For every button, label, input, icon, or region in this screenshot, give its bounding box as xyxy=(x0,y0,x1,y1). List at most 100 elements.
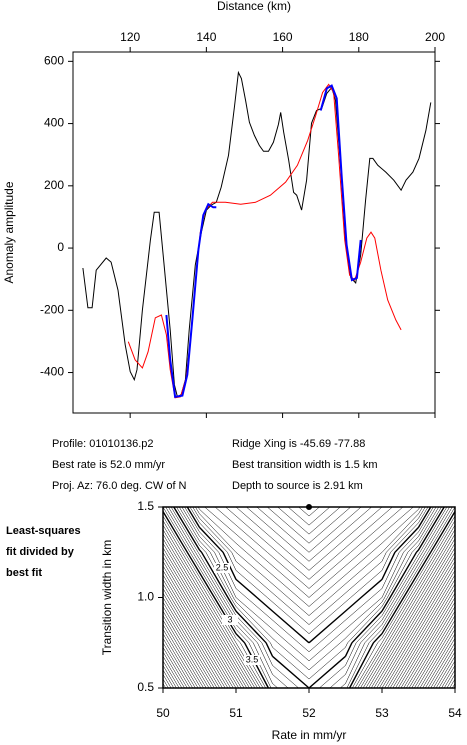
y-tick-label: 600 xyxy=(44,54,64,68)
contour-line xyxy=(162,633,456,689)
x-tick-label: 53 xyxy=(375,706,389,720)
contour-line xyxy=(162,592,456,689)
data-line xyxy=(82,70,432,398)
contour-line xyxy=(162,619,456,689)
contour-line xyxy=(162,506,456,689)
contour-line xyxy=(235,506,383,571)
contour-line xyxy=(162,642,456,689)
x-tick-label: 200 xyxy=(425,30,445,44)
contour-line xyxy=(162,570,456,689)
info-text: Best rate is 52.0 mm/yr xyxy=(52,459,165,471)
contour-line xyxy=(162,529,456,689)
contour-line xyxy=(267,506,351,544)
y-tick-label: 1.0 xyxy=(137,590,154,604)
info-text: Depth to source is 2.91 km xyxy=(232,480,363,492)
contour-line xyxy=(256,506,362,553)
contour-line xyxy=(162,678,456,689)
x-tick-label: 160 xyxy=(273,30,293,44)
x-tick-label: 54 xyxy=(448,706,462,720)
info-text: Best transition width is 1.5 km xyxy=(232,459,378,471)
contour-line xyxy=(162,615,456,689)
contour-line xyxy=(192,506,426,625)
x-tick-label: 51 xyxy=(229,706,243,720)
contour-line xyxy=(162,583,456,689)
contour-line xyxy=(162,674,456,689)
info-text: Proj. Az: 76.0 deg. CW of N xyxy=(52,480,187,492)
data-line xyxy=(127,83,402,399)
contour-line xyxy=(162,588,456,689)
contour-line xyxy=(162,601,456,689)
contour-line xyxy=(168,506,450,689)
y-axis-label: Transition width in km xyxy=(100,540,114,656)
panel-title: best fit xyxy=(6,567,42,579)
contour-line xyxy=(214,506,404,589)
contour-line xyxy=(195,506,423,616)
contour-line xyxy=(162,543,456,689)
contour-line xyxy=(162,656,456,689)
contour-line xyxy=(162,533,456,689)
contour-line xyxy=(162,629,456,689)
contour-line xyxy=(162,606,456,689)
contour-line xyxy=(162,651,456,689)
contour-line xyxy=(165,506,453,689)
data-line xyxy=(165,84,362,398)
y-tick-label: -400 xyxy=(40,365,64,379)
panel-title: Least-squares xyxy=(6,525,81,537)
contour-line xyxy=(170,506,448,689)
contour-line xyxy=(162,660,456,689)
contour-line xyxy=(178,506,440,671)
contour-line xyxy=(162,579,456,689)
contour-line xyxy=(162,647,456,689)
contour-line xyxy=(181,506,437,662)
contour-line xyxy=(162,610,456,689)
x-axis-label: Distance (km) xyxy=(217,0,291,13)
contour-line xyxy=(162,665,456,689)
contour-line xyxy=(162,524,456,689)
x-axis-label: Rate in mm/yr xyxy=(272,728,347,742)
contour-label-bg xyxy=(244,655,260,665)
contour-line xyxy=(246,506,372,562)
info-text: Profile: 01010136.p2 xyxy=(52,438,154,450)
contour-line xyxy=(287,506,331,526)
contour-line xyxy=(277,506,341,535)
x-tick-label: 120 xyxy=(120,30,140,44)
contour-line xyxy=(162,556,456,689)
contour-label: 3 xyxy=(227,614,232,624)
contour-line xyxy=(162,669,456,689)
contour-line xyxy=(162,547,456,689)
contour-line xyxy=(162,574,456,689)
contour-line xyxy=(197,506,421,607)
contour-label: 2.5 xyxy=(216,562,229,572)
contour-line xyxy=(189,506,429,634)
y-tick-label: 200 xyxy=(44,178,64,192)
x-tick-label: 180 xyxy=(349,30,369,44)
contour-line xyxy=(225,506,393,580)
best-fit-point xyxy=(306,504,312,510)
panel-title: fit divided by xyxy=(6,546,75,558)
contour-line xyxy=(162,624,456,689)
contour-label-bg xyxy=(222,615,238,625)
contour-line xyxy=(162,520,456,689)
contour-line xyxy=(173,506,445,689)
y-tick-label: 400 xyxy=(44,116,64,130)
info-text: Ridge Xing is -45.69 -77.88 xyxy=(232,438,365,450)
y-axis-label: Anomaly amplitude xyxy=(2,181,16,283)
contour-line xyxy=(162,538,456,689)
y-tick-label: 0.5 xyxy=(137,680,154,694)
y-tick-label: -200 xyxy=(40,302,64,316)
x-tick-label: 140 xyxy=(196,30,216,44)
x-tick-label: 52 xyxy=(302,706,316,720)
contour-line xyxy=(176,506,442,680)
contour-label-bg xyxy=(214,563,230,573)
plot-frame xyxy=(72,51,436,414)
y-tick-label: 0 xyxy=(57,240,64,254)
contour-line xyxy=(162,638,456,689)
y-tick-label: 1.5 xyxy=(137,499,154,513)
x-tick-label: 50 xyxy=(156,706,170,720)
contour-line xyxy=(204,506,414,598)
contour-line xyxy=(162,552,456,689)
contour-label: 3.5 xyxy=(246,654,259,664)
contour-line xyxy=(298,506,320,517)
contour-line xyxy=(162,561,456,689)
